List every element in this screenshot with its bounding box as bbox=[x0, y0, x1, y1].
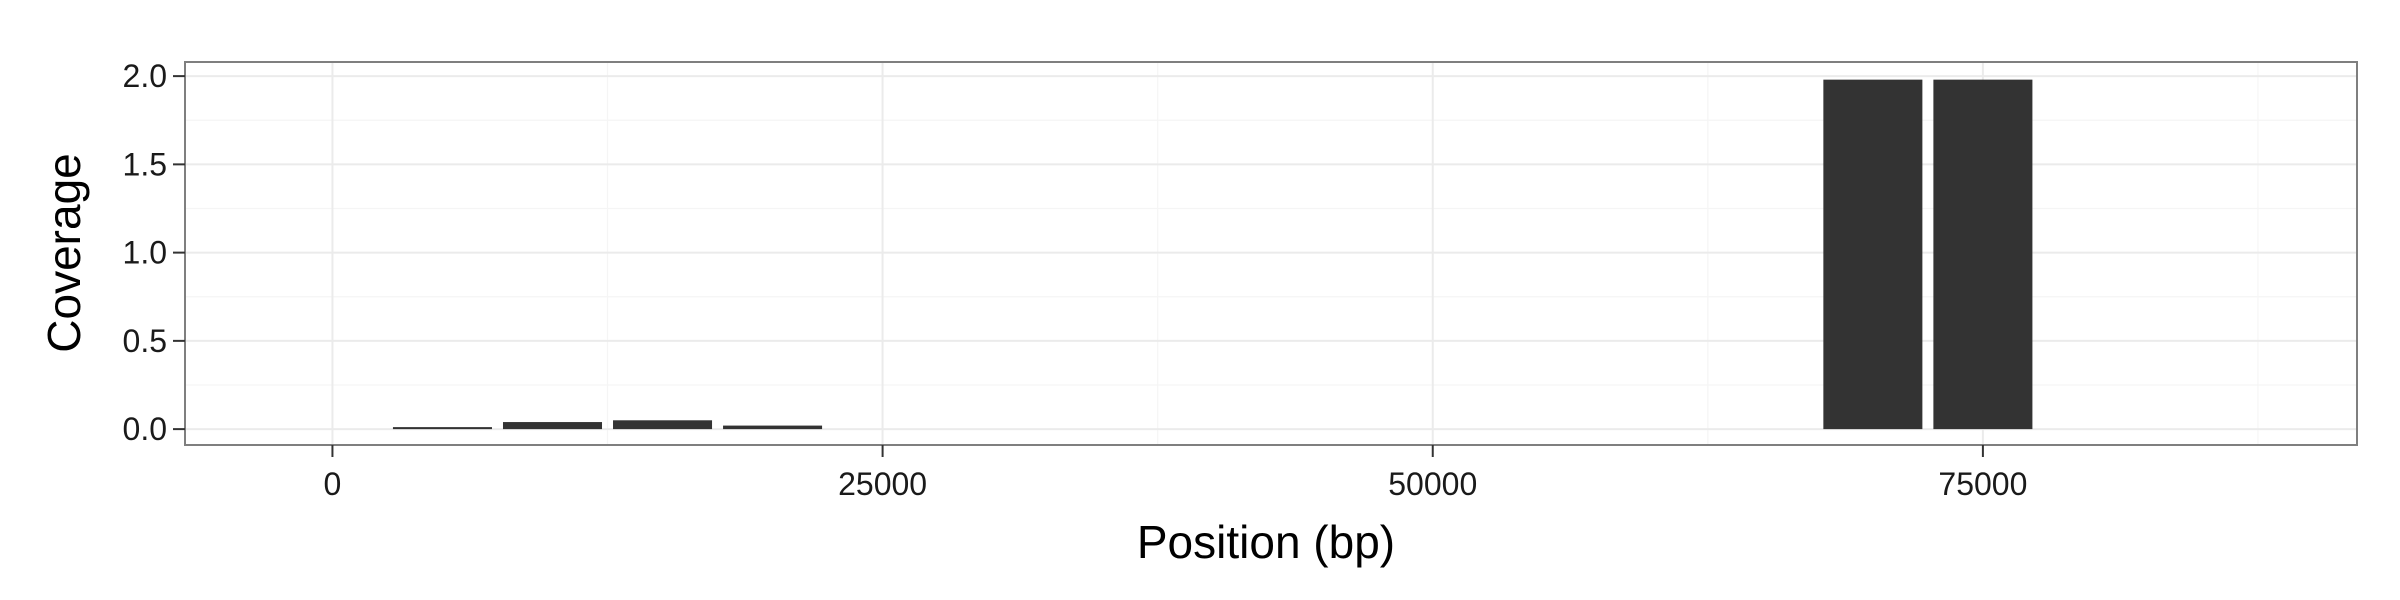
y-tick-label: 2.0 bbox=[123, 58, 167, 94]
coverage-bar bbox=[613, 420, 713, 430]
y-tick-label: 0.5 bbox=[123, 323, 167, 359]
y-tick-label: 0.0 bbox=[123, 411, 167, 447]
bars bbox=[392, 79, 2033, 430]
x-tick-label: 0 bbox=[324, 466, 342, 502]
y-tick-label: 1.5 bbox=[123, 146, 167, 182]
coverage-bar bbox=[1933, 79, 2033, 430]
coverage-bar bbox=[392, 427, 492, 430]
y-tick-label: 1.0 bbox=[123, 235, 167, 271]
coverage-bar bbox=[502, 422, 603, 430]
major-gridlines bbox=[185, 62, 2357, 445]
coverage-bar bbox=[723, 425, 823, 430]
x-tick-label: 75000 bbox=[1938, 466, 2027, 502]
x-axis: 0 25000 50000 75000 bbox=[324, 445, 2027, 502]
coverage-bar bbox=[1823, 79, 1923, 430]
y-axis: 0.0 0.5 1.0 1.5 2.0 bbox=[123, 58, 185, 447]
x-tick-label: 25000 bbox=[838, 466, 927, 502]
y-axis-title: Coverage bbox=[38, 153, 90, 352]
x-tick-label: 50000 bbox=[1388, 466, 1477, 502]
x-axis-title: Position (bp) bbox=[1137, 516, 1395, 568]
